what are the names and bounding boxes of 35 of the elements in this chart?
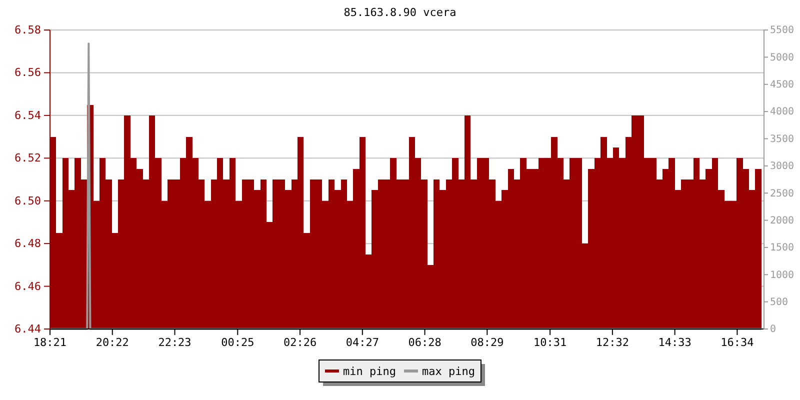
y2-tick-label: 1000 — [770, 270, 794, 281]
x-tick-label: 16:34 — [720, 336, 754, 349]
y2-tick-label: 1500 — [770, 242, 794, 254]
x-tick-label: 18:21 — [33, 336, 67, 349]
y-tick-label: 6.58 — [14, 24, 41, 37]
x-tick-label: 08:29 — [470, 336, 504, 349]
y2-tick-label: 4500 — [770, 80, 794, 91]
y2-tick-label: 3500 — [770, 134, 794, 145]
x-tick-label: 00:25 — [221, 336, 254, 349]
x-tick-label: 14:33 — [658, 336, 692, 349]
y2-tick-label: 2000 — [770, 215, 794, 226]
y-tick-label: 6.52 — [14, 152, 41, 165]
y2-tick-label: 2500 — [770, 188, 794, 200]
x-tick-label: 06:28 — [408, 336, 442, 349]
x-tick-label: 04:27 — [346, 336, 379, 349]
legend-label: max ping — [422, 365, 475, 378]
y-tick-label: 6.44 — [14, 322, 42, 336]
y2-tick-label: 5500 — [770, 25, 794, 36]
legend-label: min ping — [343, 365, 396, 378]
y-tick-label: 6.56 — [14, 66, 41, 80]
x-tick-label: 22:23 — [158, 336, 192, 349]
chart-title: 85.163.8.90 vcera — [344, 6, 456, 19]
y-tick-label: 6.50 — [14, 194, 41, 208]
x-tick-label: 02:26 — [283, 336, 317, 349]
y2-tick-label: 4000 — [770, 106, 794, 118]
y-tick-label: 6.54 — [14, 108, 42, 122]
y2-tick-label: 0 — [770, 324, 776, 336]
y2-tick-label: 5000 — [770, 52, 794, 64]
y-tick-label: 6.46 — [14, 280, 41, 293]
y2-tick-label: 3000 — [770, 161, 794, 172]
y-tick-label: 6.48 — [14, 237, 41, 250]
x-tick-label: 10:31 — [533, 336, 567, 349]
x-tick-label: 20:22 — [96, 336, 129, 349]
y2-tick-label: 500 — [770, 297, 788, 308]
x-tick-label: 12:32 — [596, 336, 629, 349]
